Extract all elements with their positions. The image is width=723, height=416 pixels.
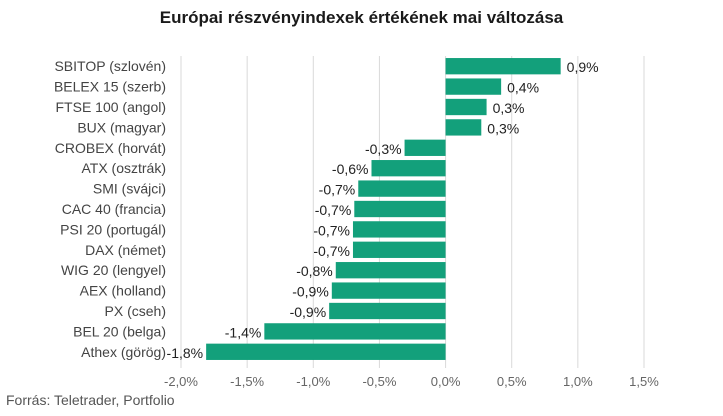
- bar: [445, 58, 561, 75]
- category-label: BELEX 15 (szerb): [54, 79, 166, 95]
- data-label: -1,4%: [225, 324, 262, 340]
- data-label: -0,7%: [319, 182, 356, 198]
- data-label: -0,9%: [290, 304, 327, 320]
- category-label: PSI 20 (portugál): [60, 221, 166, 237]
- bar: [445, 78, 502, 95]
- chart-title: Európai részvényindexek értékének mai vá…: [159, 8, 564, 27]
- bar: [264, 323, 446, 340]
- source-note: Forrás: Teletrader, Portfolio: [6, 392, 175, 408]
- bar: [354, 200, 446, 218]
- bar: [331, 282, 446, 299]
- bar: [445, 98, 487, 116]
- bar: [335, 262, 446, 279]
- x-tick-label: 0,5%: [497, 374, 527, 389]
- category-label: SMI (svájci): [93, 181, 166, 197]
- x-tick-label: 0,0%: [431, 374, 461, 389]
- x-tick-label: 1,5%: [629, 374, 659, 389]
- bar: [371, 160, 446, 177]
- data-label: -0,7%: [313, 222, 350, 238]
- category-label: SBITOP (szlovén): [54, 58, 166, 74]
- x-tick-label: -0,5%: [362, 374, 396, 389]
- bar: [206, 343, 446, 360]
- data-label: 0,3%: [493, 100, 525, 116]
- category-label: BUX (magyar): [77, 119, 166, 135]
- category-label: Athex (görög): [81, 344, 166, 360]
- data-label: 0,9%: [567, 59, 599, 75]
- category-label: AEX (holland): [80, 283, 166, 299]
- bar: [445, 119, 482, 136]
- bar: [329, 302, 446, 320]
- data-label: -0,3%: [365, 141, 402, 157]
- category-label: CAC 40 (francia): [62, 201, 166, 217]
- x-tick-label: -1,0%: [296, 374, 330, 389]
- data-label: -0,6%: [332, 161, 369, 177]
- data-label: -0,9%: [292, 284, 329, 300]
- category-label: DAX (német): [85, 242, 166, 258]
- category-label: WIG 20 (lengyel): [61, 262, 166, 278]
- category-label: ATX (osztrák): [81, 160, 166, 176]
- category-label: CROBEX (horvát): [55, 140, 166, 156]
- data-label: 0,3%: [487, 120, 519, 136]
- category-label: FTSE 100 (angol): [56, 99, 167, 115]
- x-tick-label: -1,5%: [230, 374, 264, 389]
- category-label: PX (cseh): [105, 303, 166, 319]
- bar: [352, 241, 446, 258]
- data-label: -0,7%: [315, 202, 352, 218]
- bar: [358, 180, 446, 197]
- data-label: -1,8%: [167, 345, 204, 361]
- x-tick-label: -2,0%: [164, 374, 198, 389]
- data-label: -0,8%: [296, 263, 333, 279]
- data-label: -0,7%: [313, 243, 350, 259]
- data-label: 0,4%: [507, 80, 539, 96]
- category-label: BEL 20 (belga): [73, 323, 166, 339]
- x-tick-label: 1,0%: [563, 374, 593, 389]
- bar: [352, 221, 446, 238]
- bar: [404, 139, 446, 156]
